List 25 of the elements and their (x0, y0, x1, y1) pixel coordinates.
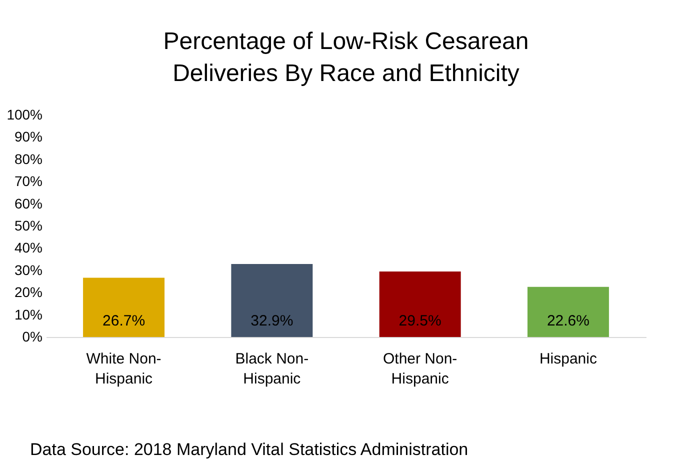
source-note: Data Source: 2018 Maryland Vital Statistics Administration (30, 440, 468, 460)
y-tick-label: 50% (14, 218, 42, 234)
x-tick-label: White Non-Hispanic (86, 350, 162, 388)
bar (379, 272, 461, 337)
y-tick-label: 90% (14, 128, 42, 145)
data-label: 22.6% (546, 312, 590, 330)
bar (527, 286, 609, 337)
y-tick-label: 10% (14, 306, 42, 322)
data-label: 32.9% (250, 312, 294, 330)
bar (83, 278, 165, 337)
bar (231, 264, 313, 337)
y-tick-label: 70% (14, 173, 42, 190)
y-tick-label: 0% (22, 328, 42, 344)
x-tick-label: Black Non-Hispanic (235, 350, 309, 388)
data-label: 26.7% (102, 312, 146, 330)
x-tick-label: Hispanic (539, 350, 598, 368)
y-tick-label: 40% (14, 240, 42, 256)
data-label: 29.5% (398, 312, 442, 330)
y-tick-label: 60% (14, 195, 42, 212)
x-tick-label: Other Non-Hispanic (382, 350, 458, 388)
y-tick-label: 30% (14, 262, 42, 278)
y-tick-label: 80% (14, 150, 42, 167)
y-tick-label: 100% (6, 106, 42, 122)
chart-title: Percentage of Low-Risk Cesarean Deliveries By Race and Ethnicity (163, 28, 529, 87)
y-tick-label: 20% (14, 284, 42, 300)
